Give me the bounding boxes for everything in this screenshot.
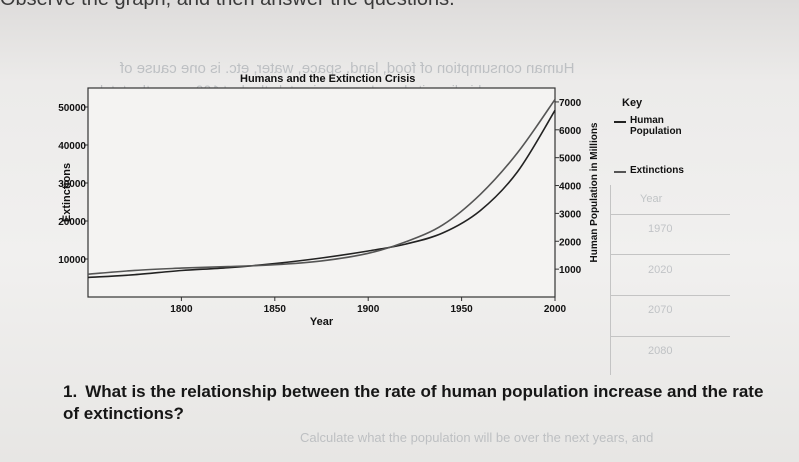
bleed-table-line bbox=[610, 254, 730, 255]
question-text: What is the relationship between the rat… bbox=[63, 382, 764, 423]
left-tick-label: 40000 bbox=[58, 141, 86, 152]
legend-swatch bbox=[614, 171, 626, 173]
x-tick-label: 1900 bbox=[357, 304, 380, 315]
right-tick-label: 5000 bbox=[559, 154, 582, 165]
bleed-table-col bbox=[610, 185, 611, 375]
right-tick-label: 6000 bbox=[559, 126, 582, 137]
left-tick-label: 20000 bbox=[58, 217, 86, 228]
right-tick-label: 2000 bbox=[559, 237, 582, 248]
question-1: 1. What is the relationship between the r… bbox=[63, 381, 783, 425]
bleed-through-text: 1970 bbox=[648, 223, 673, 235]
question-number: 1. bbox=[63, 382, 78, 401]
legend-item-population: Human Population bbox=[614, 115, 700, 137]
left-tick-label: 50000 bbox=[58, 103, 86, 114]
right-tick-label: 4000 bbox=[559, 182, 582, 193]
bleed-table-line bbox=[610, 336, 730, 337]
legend-label: Human Population bbox=[630, 115, 682, 137]
x-tick-label: 1800 bbox=[170, 304, 193, 315]
right-axis-title: Human Population in Millions bbox=[589, 122, 600, 262]
extinctions-line bbox=[87, 98, 556, 275]
chart-title: Humans and the Extinction Crisis bbox=[240, 73, 416, 85]
bleed-table-line bbox=[610, 295, 730, 296]
left-axis-title: Extinctions bbox=[61, 163, 73, 222]
x-axis-title: Year bbox=[310, 316, 334, 328]
bleed-through-text: 2080 bbox=[648, 345, 673, 357]
legend-title: Key bbox=[622, 97, 643, 109]
left-tick-label: 10000 bbox=[58, 255, 86, 266]
legend-label: Extinctions bbox=[630, 165, 684, 176]
right-tick-label: 7000 bbox=[559, 98, 582, 109]
x-tick-label: 1950 bbox=[450, 304, 473, 315]
bleed-table-line bbox=[610, 214, 730, 215]
left-tick-label: 30000 bbox=[58, 179, 86, 190]
bleed-through-text: 2070 bbox=[648, 304, 673, 316]
legend-swatch bbox=[614, 121, 626, 123]
bleed-through-text: 2020 bbox=[648, 264, 673, 276]
right-tick-label: 3000 bbox=[559, 209, 582, 220]
x-tick-label: 2000 bbox=[544, 304, 567, 315]
human-population-line bbox=[87, 109, 556, 279]
legend-item-extinctions: Extinctions bbox=[614, 165, 684, 176]
right-tick-label: 1000 bbox=[559, 265, 582, 276]
bleed-through-text: Year bbox=[640, 193, 663, 205]
x-tick-label: 1850 bbox=[264, 304, 287, 315]
plot-frame bbox=[87, 87, 556, 298]
bleed-through-text: Calculate what the population will be ov… bbox=[300, 430, 654, 445]
